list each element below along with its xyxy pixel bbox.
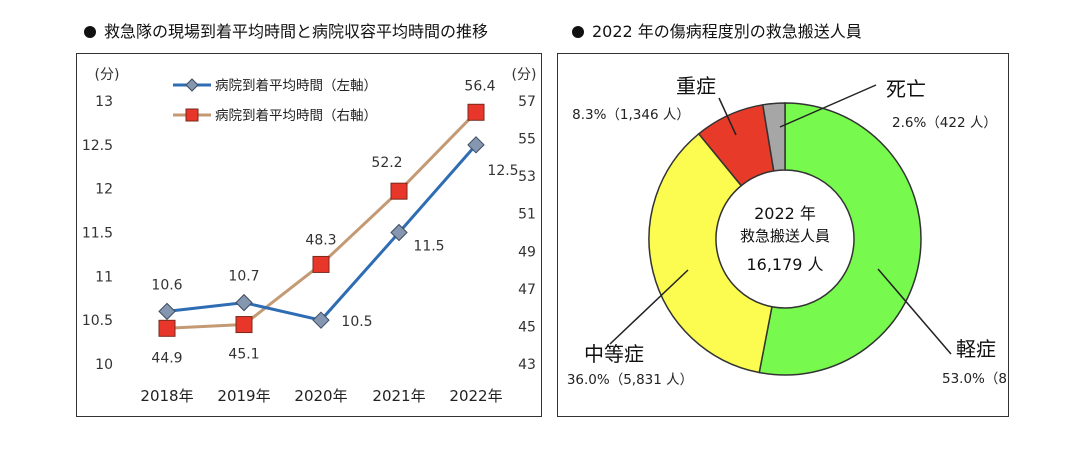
y-right-tick-label: 57 bbox=[518, 94, 536, 110]
donut-leader-line bbox=[779, 84, 877, 128]
series-left-axis-data-label: 10.5 bbox=[341, 314, 372, 330]
series-left-axis-marker bbox=[158, 302, 176, 321]
line-chart-panel: (分) (分) 10 10.5 11 11.5 12 12.5 13 43 45 47 49 51 53 55… bbox=[76, 53, 542, 417]
series-right-axis-data-label: 52.2 bbox=[371, 155, 402, 171]
legend-label: 病院到着平均時間（左軸） bbox=[215, 77, 377, 94]
y-right-tick-label: 47 bbox=[518, 282, 536, 298]
y-left-tick-label: 11 bbox=[95, 269, 113, 285]
series-right-axis-marker bbox=[390, 182, 408, 200]
y-left-tick-label: 10 bbox=[95, 357, 113, 373]
donut-leader-line bbox=[718, 97, 737, 136]
y-right-tick-label: 45 bbox=[518, 319, 536, 335]
line-chart: (分) (分) 10 10.5 11 11.5 12 12.5 13 43 45 47 49 51 53 55… bbox=[82, 67, 537, 405]
donut-slice-name: 死亡 bbox=[886, 77, 926, 101]
series-right-axis-marker bbox=[312, 255, 330, 273]
y-left-tick-label: 12.5 bbox=[82, 138, 113, 154]
series-left-axis-marker bbox=[390, 223, 408, 242]
y-right-tick-label: 55 bbox=[518, 132, 536, 148]
series-right-axis-line bbox=[166, 111, 478, 330]
title-bullet-icon bbox=[84, 26, 96, 38]
x-tick-label: 2020年 bbox=[294, 387, 347, 405]
series-left-axis-marker bbox=[235, 293, 253, 312]
series-right-axis-data-label: 56.4 bbox=[464, 78, 495, 94]
donut-slice-name: 中等症 bbox=[584, 342, 644, 366]
y-left-tick-label: 13 bbox=[95, 94, 113, 110]
x-tick-label: 2019年 bbox=[217, 387, 270, 405]
title-bullet-icon bbox=[572, 26, 584, 38]
series-right-axis-marker bbox=[235, 316, 253, 334]
y-right-tick-label: 53 bbox=[518, 169, 536, 185]
donut-center-line: 2022 年 bbox=[754, 204, 816, 223]
series-right-axis-data-label: 45.1 bbox=[228, 347, 259, 363]
series-left-axis-marker bbox=[312, 311, 330, 329]
x-tick-label: 2022年 bbox=[449, 387, 502, 405]
series-right-axis-marker bbox=[467, 103, 485, 121]
donut-slice bbox=[758, 102, 922, 376]
y-left-tick-label: 11.5 bbox=[82, 226, 113, 242]
y-left-tick-label: 12 bbox=[95, 182, 113, 198]
line-chart-title: 救急隊の現場到着平均時間と病院収容平均時間の推移 bbox=[104, 22, 489, 41]
y-left-unit: (分) bbox=[95, 67, 120, 83]
legend: 病院到着平均時間（左軸） 病院到着平均時間（右軸） bbox=[173, 77, 377, 124]
x-tick-label: 2021年 bbox=[372, 387, 425, 405]
series-left-axis-data-label: 11.5 bbox=[413, 239, 444, 255]
legend-swatch-marker bbox=[185, 78, 199, 92]
series-left-axis-data-label: 10.6 bbox=[151, 277, 182, 293]
donut-slice-detail: 53.0%（8,580 人） bbox=[942, 371, 1007, 387]
x-tick-label: 2018年 bbox=[140, 387, 193, 405]
y-right-tick-label: 49 bbox=[518, 244, 536, 260]
series-right-axis-data-label: 44.9 bbox=[151, 350, 182, 366]
donut-slice-detail: 2.6%（422 人） bbox=[892, 115, 997, 131]
y-left-tick-label: 10.5 bbox=[82, 313, 113, 329]
y-right-unit: (分) bbox=[512, 67, 537, 83]
series-left-axis-data-label: 10.7 bbox=[228, 269, 259, 285]
donut-chart-title-block: 2022 年の傷病程度別の救急搬送人員 bbox=[572, 18, 862, 42]
donut-slice bbox=[648, 132, 773, 374]
line-chart-title-block: 救急隊の現場到着平均時間と病院収容平均時間の推移 bbox=[84, 18, 488, 42]
y-right-tick-label: 43 bbox=[518, 357, 536, 373]
donut-leader-line bbox=[877, 268, 952, 355]
donut-slice-name: 重症 bbox=[676, 74, 716, 98]
donut-slice-detail: 36.0%（5,831 人） bbox=[567, 372, 693, 388]
y-right-tick-label: 51 bbox=[518, 207, 536, 223]
donut-chart-title: 2022 年の傷病程度別の救急搬送人員 bbox=[592, 22, 862, 41]
series-left-axis-marker bbox=[467, 136, 485, 154]
donut-center-line: 16,179 人 bbox=[746, 255, 823, 274]
donut-leader-line bbox=[609, 269, 689, 345]
series-left-axis-data-label: 12.5 bbox=[487, 163, 518, 179]
donut-slice bbox=[761, 102, 786, 172]
donut-center-line: 救急搬送人員 bbox=[740, 227, 830, 245]
legend-swatch-marker bbox=[185, 108, 199, 122]
donut-slice-detail: 8.3%（1,346 人） bbox=[572, 107, 690, 123]
legend-label: 病院到着平均時間（右軸） bbox=[215, 107, 377, 124]
series-right-axis-data-label: 48.3 bbox=[305, 232, 336, 248]
series-right-axis-marker bbox=[158, 319, 176, 337]
donut-slice-name: 軽症 bbox=[956, 337, 996, 361]
